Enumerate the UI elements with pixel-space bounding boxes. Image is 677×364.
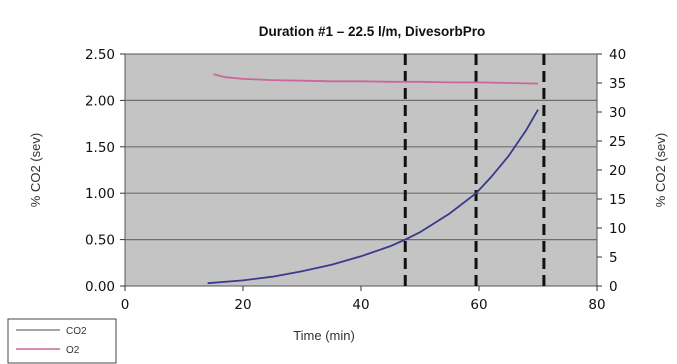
plot-area	[124, 53, 598, 287]
x-axis-ticks: 0 20 40 60 80	[121, 286, 606, 313]
x-axis-label: Time (min)	[293, 328, 355, 343]
right-tick-label: 0	[609, 279, 618, 295]
x-tick-label: 20	[234, 297, 251, 313]
legend-box	[7, 318, 117, 364]
left-axis-label: % CO2 (sev)	[28, 133, 43, 207]
right-tick-label: 30	[609, 105, 626, 121]
x-tick-label: 80	[588, 297, 605, 313]
legend: CO2 O2	[7, 318, 117, 364]
right-tick-label: 5	[609, 250, 618, 266]
left-tick-label: 0.00	[85, 279, 115, 295]
right-tick-label: 15	[609, 192, 626, 208]
chart-title: Duration #1 – 22.5 l/m, DivesorbPro	[259, 24, 486, 39]
right-tick-label: 40	[609, 47, 626, 63]
left-tick-label: 2.00	[85, 93, 115, 109]
x-tick-label: 40	[352, 297, 369, 313]
left-axis-ticks: 0.00 0.50 1.00 1.50 2.00 2.50	[85, 47, 125, 295]
right-axis-label: % CO2 (sev)	[653, 133, 668, 207]
left-tick-label: 2.50	[85, 47, 115, 63]
grid-lines	[125, 99, 597, 241]
series-line-o2	[213, 73, 539, 85]
series-group	[207, 73, 539, 285]
x-tick-label: 0	[121, 297, 130, 313]
left-tick-label: 0.50	[85, 233, 115, 249]
right-tick-label: 25	[609, 134, 626, 150]
left-tick-label: 1.00	[85, 186, 115, 202]
right-tick-label: 20	[609, 163, 626, 179]
right-axis-ticks: 0 5 10 15 20 25 30 35 40	[597, 47, 626, 295]
left-tick-label: 1.50	[85, 140, 115, 156]
vertical-markers	[403, 54, 546, 286]
series-line-co2	[207, 109, 539, 285]
legend-co2-label: CO2	[66, 326, 87, 337]
legend-o2-label: O2	[66, 345, 80, 356]
right-tick-label: 10	[609, 221, 626, 237]
right-tick-label: 35	[609, 76, 626, 92]
x-tick-label: 60	[470, 297, 487, 313]
